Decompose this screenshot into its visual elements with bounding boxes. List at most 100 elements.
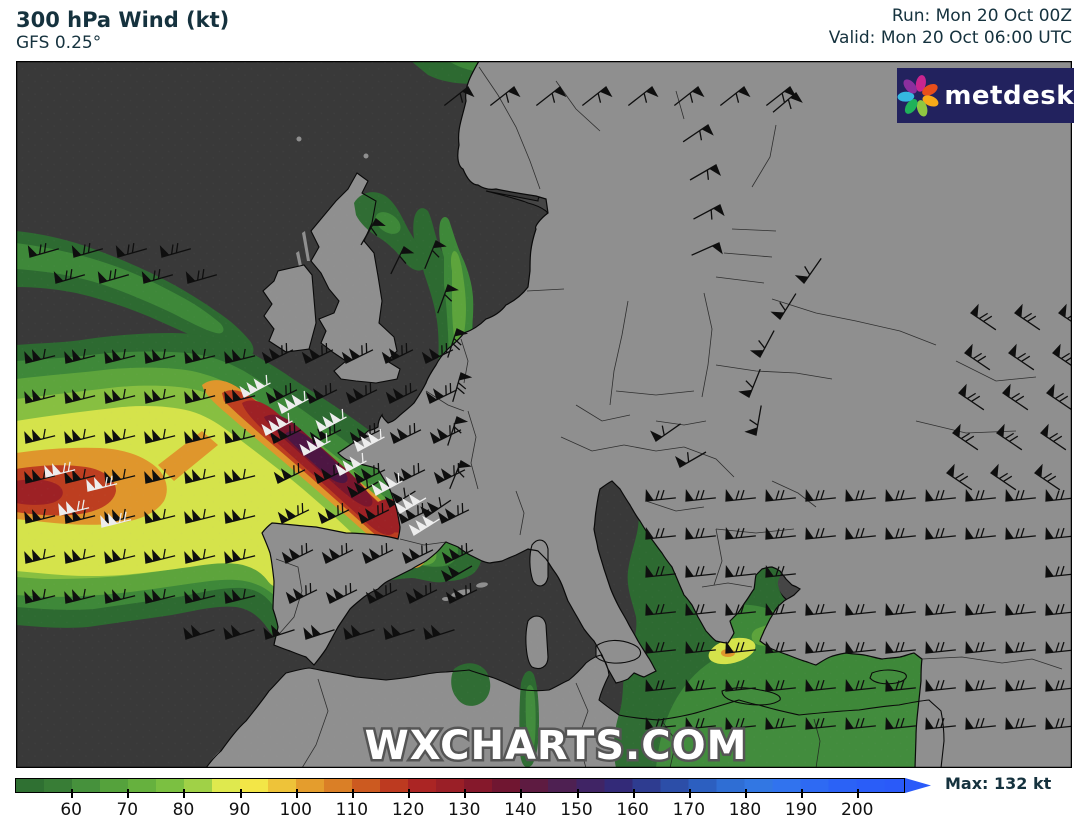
wind-barb (335, 452, 367, 476)
colorbar-tick-label: 150 (560, 800, 593, 820)
wind-barb (845, 488, 876, 502)
wind-barb (685, 640, 716, 654)
wind-barb (744, 405, 762, 436)
wind-barb (689, 164, 722, 181)
watermark-text: WXCHARTS.COM (365, 723, 748, 768)
wind-barb (440, 565, 473, 582)
colorbar-tick-label: 90 (228, 800, 251, 820)
wind-barb (765, 526, 796, 540)
logo-petal (922, 83, 938, 96)
wind-barb (965, 488, 996, 502)
metdesk-flower-icon (897, 74, 939, 116)
wind-barb (925, 526, 956, 540)
map-canvas: WXCHARTS.COM (15, 60, 1085, 772)
logo-petal (915, 74, 926, 92)
wind-barb (64, 348, 96, 364)
wind-barb (53, 269, 86, 284)
wind-barb (645, 716, 676, 730)
wind-barb (353, 463, 386, 484)
wind-barb (958, 383, 985, 411)
colorbar-arrow (905, 778, 931, 793)
wind-barb (184, 428, 216, 444)
wind-barb (925, 678, 956, 692)
wind-barb (115, 243, 148, 258)
wind-barb (401, 543, 434, 564)
wind-barb (144, 428, 176, 444)
wind-barb (64, 388, 96, 404)
wind-barb (24, 468, 56, 484)
wind-barb (749, 330, 775, 358)
wind-barb (682, 124, 714, 143)
wind-barb (277, 390, 309, 414)
wind-barb (44, 461, 76, 478)
colorbar-tick-label: 180 (728, 800, 762, 820)
wind-barb (765, 602, 796, 616)
wind-barb (1040, 423, 1067, 451)
wind-barb (685, 678, 716, 692)
wind-barb (1005, 678, 1036, 692)
wind-barb (224, 468, 256, 484)
wind-barb (805, 716, 836, 730)
wind-barb (990, 463, 1017, 491)
wind-barb (925, 488, 956, 502)
wind-barb (71, 243, 104, 258)
wind-barb (725, 602, 756, 616)
wind-barb (303, 624, 335, 640)
wind-barb (447, 416, 469, 446)
wind-barb (725, 716, 756, 730)
wind-barb (408, 515, 440, 536)
wind-barb (64, 548, 96, 564)
wind-barb (144, 388, 176, 404)
wind-barb (315, 408, 347, 432)
wind-barb (794, 258, 822, 284)
map-frame (15, 60, 1073, 769)
wind-barb (645, 526, 676, 540)
wind-barb (371, 472, 403, 496)
wind-barb (725, 678, 756, 692)
colorbar-tick (801, 789, 804, 798)
wind-barb (317, 503, 350, 524)
wind-barb (159, 243, 192, 258)
wind-barb (645, 564, 676, 578)
wind-barb (772, 92, 803, 113)
wind-barb (1045, 640, 1076, 654)
wind-barb (946, 463, 973, 491)
wind-barb (285, 583, 318, 604)
wind-barb (1034, 463, 1061, 491)
wind-barb (273, 463, 306, 484)
wind-barb (184, 548, 216, 564)
page-title: 300 hPa Wind (kt) (16, 8, 230, 32)
wind-barb (361, 543, 394, 564)
wind-barb (224, 428, 256, 444)
wind-barb (437, 503, 470, 524)
wind-barb (996, 423, 1023, 451)
wind-barb (429, 423, 462, 444)
metdesk-logo-text: metdesk (944, 80, 1074, 111)
wind-barb (97, 269, 130, 284)
wind-barb (144, 468, 176, 484)
wind-barb (1002, 383, 1029, 411)
wind-barb (1052, 343, 1079, 371)
wind-barb (1014, 303, 1041, 331)
wind-barb (449, 460, 472, 490)
wind-barb (353, 428, 385, 452)
colorbar-tick (71, 789, 74, 798)
wind-barb (845, 526, 876, 540)
wind-barb (805, 640, 836, 654)
wind-barb (313, 463, 346, 484)
wind-barb (184, 508, 216, 524)
colorbar-tick (464, 789, 467, 798)
logo-petal (903, 78, 917, 93)
wind-barb (185, 269, 218, 284)
wind-barb (104, 588, 136, 604)
wind-barb (224, 388, 256, 404)
colorbar-tick (239, 789, 242, 798)
wind-barb (24, 428, 56, 444)
wind-barb (965, 526, 996, 540)
logo-petal (922, 94, 939, 107)
wind-barb (346, 478, 379, 498)
wind-barb (685, 488, 716, 502)
wind-barb (581, 86, 613, 106)
wind-barb (360, 218, 386, 246)
wind-barb (845, 640, 876, 654)
